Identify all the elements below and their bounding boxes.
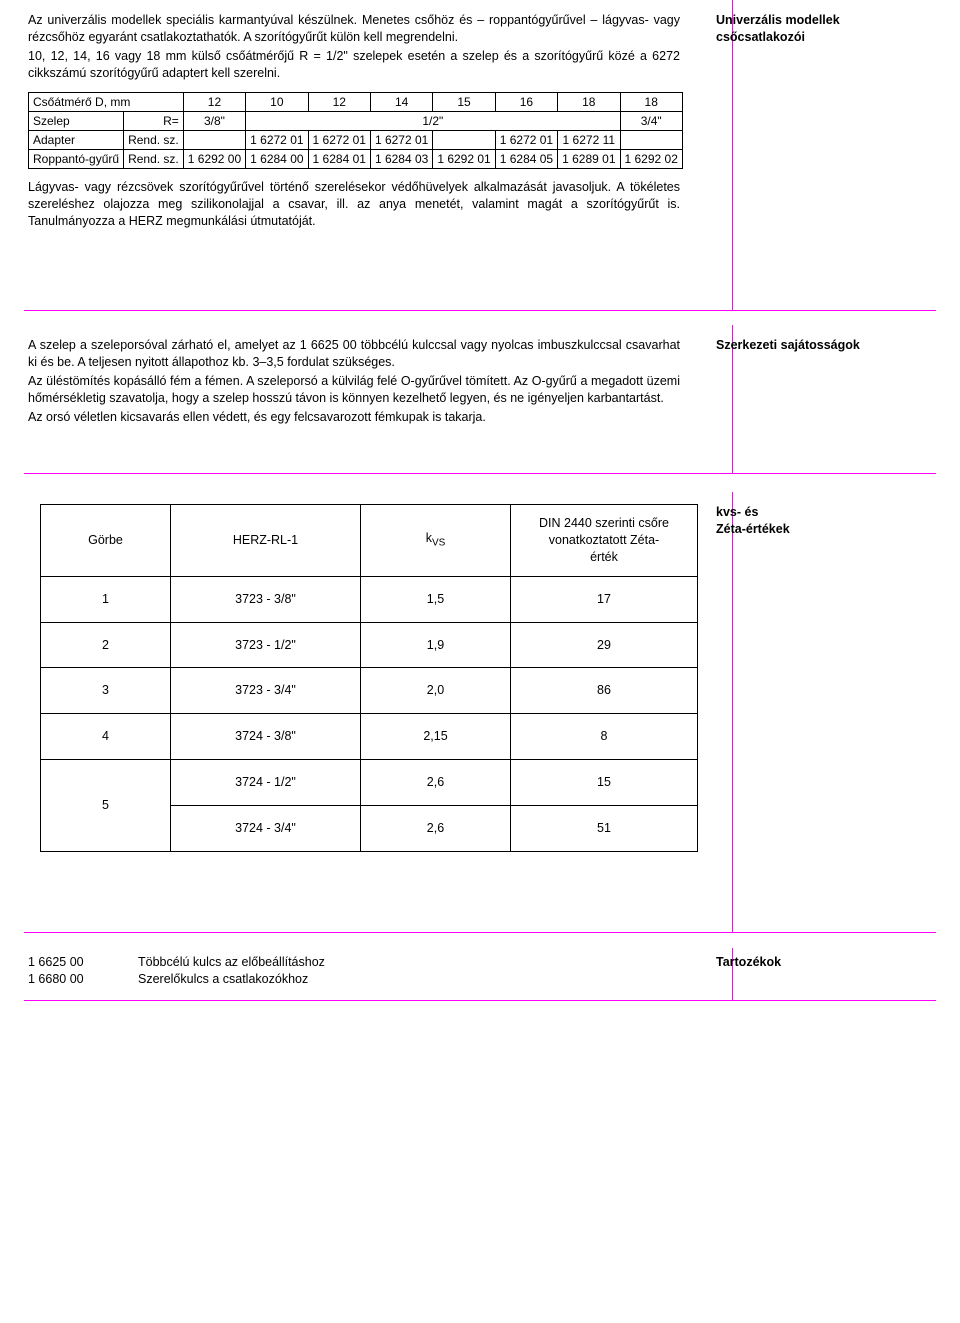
t1-r4-v0: 1 6292 00	[183, 150, 245, 169]
t1-r4-v6: 1 6289 01	[558, 150, 620, 169]
t1-r3-r: Rend. sz.	[124, 130, 184, 149]
table-row: 1 3723 - 3/8" 1,5 17	[41, 576, 698, 622]
s1-para-1: Az univerzális modellek speciális karman…	[28, 12, 680, 46]
acc-text-2: Szerelőkulcs a csatlakozókhoz	[138, 971, 698, 988]
acc-text-1: Többcélú kulcs az előbeállításhoz	[138, 954, 698, 971]
t1-r2-v2: 1/2"	[246, 111, 620, 130]
s1-heading-l1: Univerzális modellek	[716, 12, 902, 29]
s3-heading-l2: Zéta-értékek	[716, 521, 902, 538]
t1-r1-v0: 12	[183, 92, 245, 111]
t1-r2-v3: 3/4"	[620, 111, 682, 130]
t1-r1-lbl: Csőátmérő D, mm	[29, 92, 184, 111]
t1-r4-r: Rend. sz.	[124, 150, 184, 169]
s4-heading: Tartozékok	[716, 954, 902, 971]
t1-r1-v4: 15	[433, 92, 495, 111]
t1-r2-r: R=	[124, 111, 184, 130]
t1-r4-v4: 1 6292 01	[433, 150, 495, 169]
acc-code-1: 1 6625 00	[28, 954, 138, 971]
t1-r4-v7: 1 6292 02	[620, 150, 682, 169]
t1-r1-v2: 12	[308, 92, 370, 111]
s2-para-1: A szelep a szeleporsóval zárható el, ame…	[28, 337, 680, 371]
t1-r4-lbl: Roppantó-gyűrű	[29, 150, 124, 169]
t1-r3-v3: 1 6272 01	[370, 130, 432, 149]
t1-r3-v2: 1 6272 01	[308, 130, 370, 149]
t1-r4-v1: 1 6284 00	[246, 150, 308, 169]
t1-r1-v6: 18	[558, 92, 620, 111]
kvs-h3: kVS	[361, 505, 511, 577]
table-row: 5 3724 - 1/2" 2,6 15	[41, 760, 698, 806]
t1-r2-v1: 3/8"	[183, 111, 245, 130]
t1-r1-v3: 14	[370, 92, 432, 111]
pipe-table: Csőátmérő D, mm 12 10 12 14 15 16 18 18 …	[28, 92, 683, 170]
kvs-h1: Görbe	[41, 505, 171, 577]
t1-r3-v1: 1 6272 01	[246, 130, 308, 149]
t1-r2-lbl: Szelep	[29, 111, 124, 130]
t1-r3-v6: 1 6272 11	[558, 130, 620, 149]
t1-r3-v0	[183, 130, 245, 149]
s2-para-3: Az orsó véletlen kicsavarás ellen védett…	[28, 409, 680, 426]
t1-r1-v1: 10	[246, 92, 308, 111]
table-row: 4 3724 - 3/8" 2,15 8	[41, 714, 698, 760]
t1-r3-v4	[433, 130, 495, 149]
acc-code-2: 1 6680 00	[28, 971, 138, 988]
kvs-table: Görbe HERZ-RL-1 kVS DIN 2440 szerinti cs…	[40, 504, 698, 852]
t1-r3-lbl: Adapter	[29, 130, 124, 149]
s1-para-2: 10, 12, 14, 16 vagy 18 mm külső csőátmér…	[28, 48, 680, 82]
table-row: 3 3723 - 3/4" 2,0 86	[41, 668, 698, 714]
s1-para-3: Lágyvas- vagy rézcsövek szorítógyűrűvel …	[28, 179, 680, 230]
t1-r3-v7	[620, 130, 682, 149]
kvs-h4: DIN 2440 szerinti csőre vonatkoztatott Z…	[511, 505, 698, 577]
s2-para-2: Az üléstömítés kopásálló fém a fémen. A …	[28, 373, 680, 407]
s1-heading-l2: csőcsatlakozói	[716, 29, 902, 46]
table-row: 2 3723 - 1/2" 1,9 29	[41, 622, 698, 668]
t1-r4-v3: 1 6284 03	[370, 150, 432, 169]
t1-r1-v5: 16	[495, 92, 557, 111]
t1-r3-v5: 1 6272 01	[495, 130, 557, 149]
s2-heading: Szerkezeti sajátosságok	[716, 337, 902, 354]
s3-heading-l1: kvs- és	[716, 504, 902, 521]
t1-r1-v7: 18	[620, 92, 682, 111]
t1-r4-v2: 1 6284 01	[308, 150, 370, 169]
t1-r4-v5: 1 6284 05	[495, 150, 557, 169]
kvs-h2: HERZ-RL-1	[171, 505, 361, 577]
